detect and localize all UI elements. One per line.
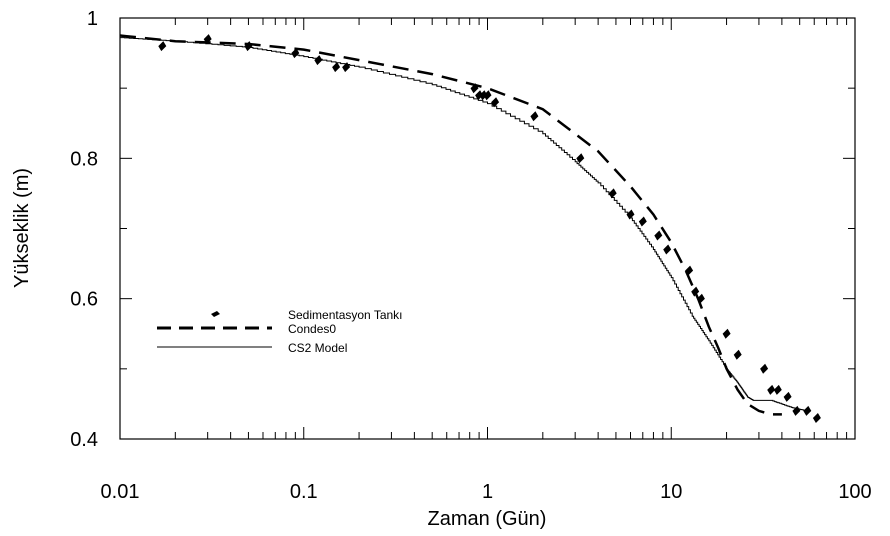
data-point [685, 265, 694, 276]
data-point [783, 391, 792, 402]
data-point [722, 328, 731, 339]
data-point [626, 209, 635, 220]
x-tick-label: 1 [482, 481, 493, 503]
legend-label-condes0: Condes0 [288, 322, 336, 336]
data-point [244, 41, 253, 52]
x-axis-label: Zaman (Gün) [428, 508, 547, 530]
data-point [332, 62, 341, 73]
y-tick-labels: 0.4 0.6 0.8 1 [70, 8, 98, 451]
x-tick-label: 0.1 [290, 481, 318, 503]
data-point [792, 405, 801, 416]
x-tick-label: 0.01 [101, 481, 140, 503]
y-tick-label: 0.6 [70, 289, 98, 311]
data-point [803, 405, 812, 416]
data-point [760, 363, 769, 374]
data-point [158, 41, 167, 52]
data-point [638, 216, 647, 227]
data-point [654, 230, 663, 241]
x-tick-label: 100 [838, 481, 871, 503]
legend-label-cs2-model: CS2 Model [288, 341, 347, 355]
data-point [691, 286, 700, 297]
legend: Sedimentasyon Tankı Condes0 CS2 Model [157, 308, 403, 355]
data-point [475, 90, 484, 101]
series-line-cs2-model [120, 37, 808, 412]
series-lines [119, 34, 808, 416]
data-point [767, 384, 776, 395]
data-point [576, 153, 585, 164]
data-point [203, 34, 212, 45]
x-tick-label: 10 [660, 481, 682, 503]
data-point [696, 293, 705, 304]
y-tick-label: 1 [87, 8, 98, 30]
data-point [470, 83, 479, 94]
data-point [773, 384, 782, 395]
data-point [314, 55, 323, 66]
y-axis-label: Yükseklik (m) [11, 168, 33, 288]
y-tick-label: 0.4 [70, 429, 98, 451]
data-point [342, 62, 351, 73]
data-point [812, 413, 821, 423]
series-line-condes0 [119, 34, 782, 416]
legend-marker-sedimentasyon [211, 311, 220, 317]
data-point [530, 111, 539, 122]
data-point [479, 90, 488, 101]
x-tick-labels: 0.01 0.1 1 10 100 [101, 481, 872, 503]
y-tick-label: 0.8 [70, 148, 98, 170]
data-point [733, 349, 742, 360]
data-point [291, 48, 300, 59]
data-point [663, 244, 672, 255]
axis-ticks [119, 17, 855, 440]
data-point [491, 97, 500, 108]
data-point [483, 90, 492, 101]
series-markers [158, 34, 821, 423]
legend-label-sedimentasyon: Sedimentasyon Tankı [288, 308, 403, 322]
data-point [608, 188, 617, 199]
